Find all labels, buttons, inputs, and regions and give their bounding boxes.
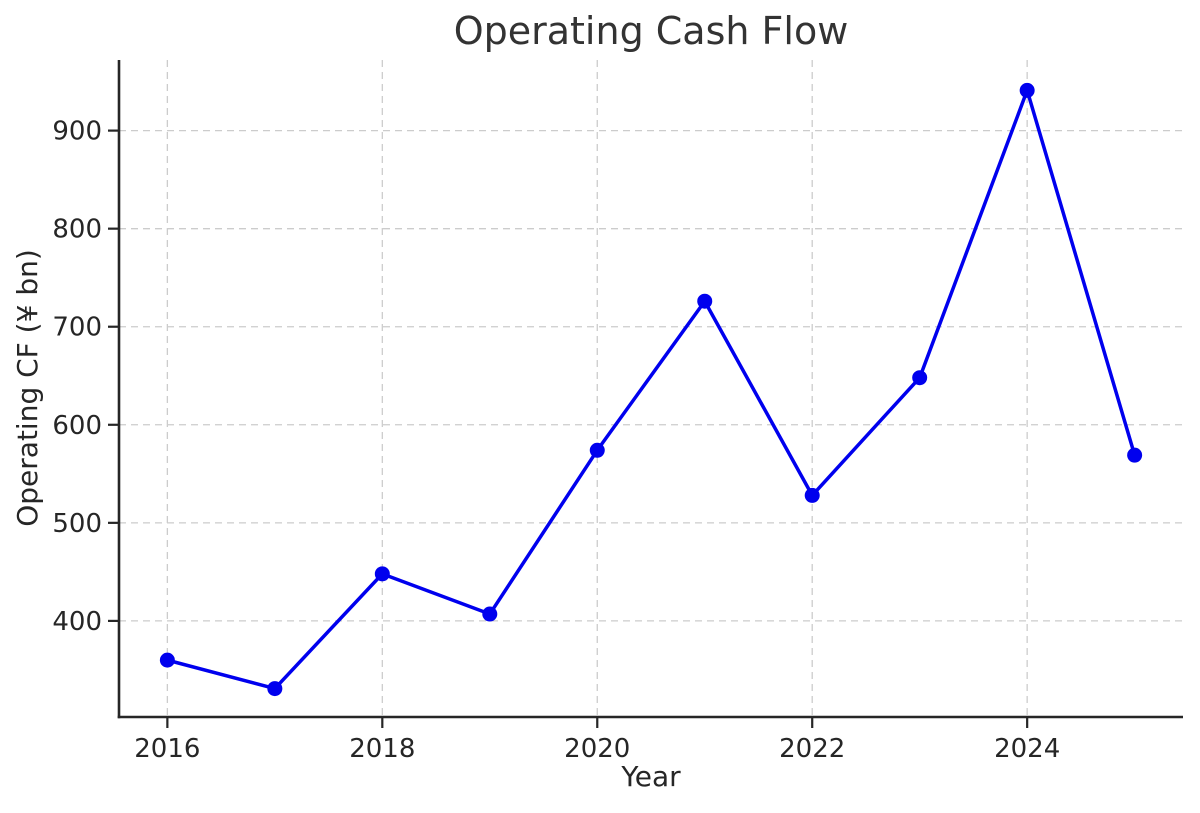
- y-tick-label-700: 700: [52, 313, 102, 343]
- x-tick-label-2016: 2016: [134, 734, 200, 764]
- chart-title: Operating Cash Flow: [453, 9, 849, 53]
- data-point-2024: [1019, 82, 1035, 98]
- data-point-2025: [1127, 447, 1143, 463]
- y-tick-label-900: 900: [52, 117, 102, 147]
- y-tick-label-400: 400: [52, 607, 102, 637]
- data-point-2018: [374, 566, 390, 582]
- x-axis-label: Year: [621, 760, 681, 793]
- data-point-2019: [482, 606, 498, 622]
- x-tick-label-2018: 2018: [349, 734, 415, 764]
- x-tick-label-2024: 2024: [994, 734, 1060, 764]
- x-tick-label-2020: 2020: [564, 734, 630, 764]
- y-tick-label-500: 500: [52, 509, 102, 539]
- series-line: [165, 88, 1137, 691]
- data-point-2022: [804, 487, 820, 503]
- data-point-2021: [697, 293, 713, 309]
- y-tick-label-800: 800: [52, 215, 102, 245]
- data-point-2020: [589, 442, 605, 458]
- y-tick-label-600: 600: [52, 411, 102, 441]
- x-tick-label-2022: 2022: [779, 734, 845, 764]
- data-point-2017: [267, 681, 283, 697]
- data-point-2023: [912, 370, 928, 386]
- data-point-2016: [159, 652, 175, 668]
